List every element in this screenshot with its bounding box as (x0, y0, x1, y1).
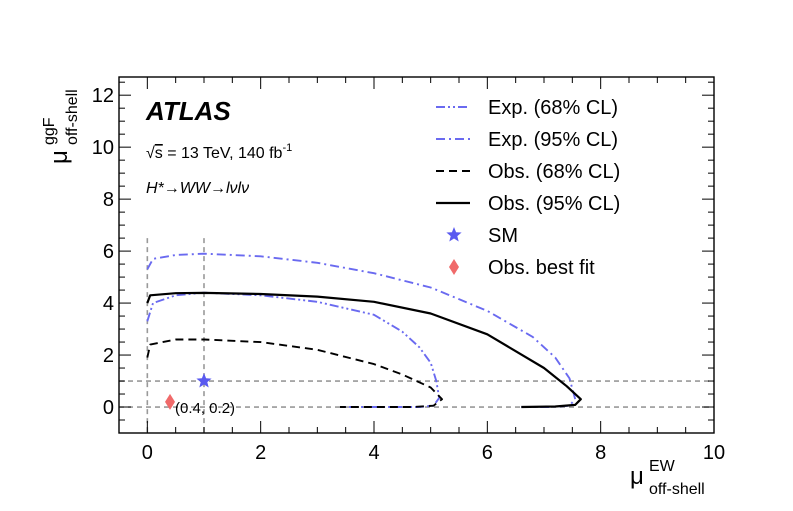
contour-exp-95-cl- (146, 252, 577, 408)
legend-exp-68-cl--label: Exp. (68% CL) (488, 97, 618, 119)
x-axis-title-base: μ (630, 463, 644, 490)
energy-text: = 13 TeV, 140 fb (163, 145, 283, 162)
x-tick-label: 8 (595, 442, 606, 464)
energy-label: √s = 13 TeV, 140 fb-1 (146, 142, 292, 162)
curves (146, 252, 582, 409)
legend-sm-label: SM (488, 225, 518, 247)
y-tick-label: 2 (103, 345, 114, 367)
legend-exp-95-cl--label: Exp. (95% CL) (488, 129, 618, 151)
markers: (0.4, 0.2) (165, 373, 235, 417)
x-axis-title-sub: off-shell (649, 481, 705, 498)
obs-best-fit-marker (165, 393, 175, 410)
sm-marker (196, 373, 212, 388)
y-axis-title-base: μ (46, 150, 73, 164)
energy-sup: -1 (282, 142, 292, 154)
brand-label: ATLAS (145, 96, 231, 126)
contour-obs-68-cl- (146, 338, 443, 408)
y-tick-label: 4 (103, 293, 114, 315)
y-axis-title: μ ggF off-shell (41, 89, 81, 164)
y-axis-title-sup: ggF (41, 117, 58, 145)
contour-obs-95-cl- (146, 291, 582, 409)
legend-obs-best-fit-symbol (449, 259, 459, 275)
y-tick-label: 8 (103, 189, 114, 211)
y-tick-label: 12 (92, 85, 114, 107)
plot-frame (118, 76, 715, 434)
x-tick-label: 0 (142, 442, 153, 464)
energy-sqrt-var: s (155, 145, 163, 162)
legend-obs-68-cl--label: Obs. (68% CL) (488, 161, 620, 183)
process-label: H*→WW→lνlν (146, 180, 249, 197)
contour-exp-68-cl- (146, 291, 441, 408)
x-tick-label: 2 (255, 442, 266, 464)
y-tick-label: 10 (92, 137, 114, 159)
y-tick-label: 0 (103, 397, 114, 419)
y-tick-label: 6 (103, 241, 114, 263)
legend-sm-symbol (446, 227, 462, 242)
legend: Exp. (68% CL) Exp. (95% CL) Obs. (68% CL) O… (436, 97, 620, 279)
legend-obs-95-cl--label: Obs. (95% CL) (488, 193, 620, 215)
y-axis-title-sub: off-shell (64, 89, 81, 145)
axis-ticks: 0 2 4 6 8 10 0 2 4 6 8 10 12 (92, 77, 725, 464)
x-tick-label: 6 (482, 442, 493, 464)
best-fit-label: (0.4, 0.2) (175, 400, 235, 417)
x-tick-label: 4 (368, 442, 379, 464)
legend-obs-best-fit-label: Obs. best fit (488, 257, 595, 279)
sqrt-symbol: √ (146, 145, 155, 162)
x-tick-label: 10 (703, 442, 725, 464)
x-axis-title-sup: EW (649, 458, 676, 475)
x-axis-title: μ (630, 463, 644, 490)
